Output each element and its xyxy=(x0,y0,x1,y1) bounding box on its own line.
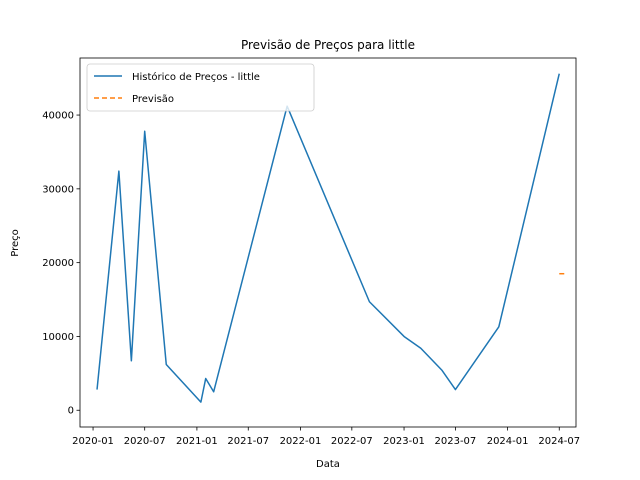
y-tick-label-3: 30000 xyxy=(42,184,74,195)
legend-box xyxy=(86,63,315,112)
legend-label-history: Histórico de Preços - little xyxy=(132,71,260,83)
x-tick-label-6: 2023-01 xyxy=(383,436,425,447)
x-tick-label-7: 2023-07 xyxy=(435,436,477,447)
y-tick-label-4: 40000 xyxy=(42,111,74,122)
y-tick-label-1: 10000 xyxy=(42,332,74,343)
legend-label-forecast: Previsão xyxy=(132,94,174,105)
x-tick-label-8: 2024-01 xyxy=(487,436,529,447)
series-layer xyxy=(96,73,567,403)
plot-area: 2020-01 2020-07 2021-01 2021-07 2022-01 2022-… xyxy=(42,57,580,447)
y-axis: 0 10000 20000 30000 40000 xyxy=(42,111,80,417)
x-axis: 2020-01 2020-07 2021-01 2021-07 2022-01 2022-… xyxy=(72,427,580,447)
plot-frame xyxy=(79,57,577,428)
x-axis-label: Data xyxy=(316,459,340,470)
series-line-0 xyxy=(96,73,560,403)
y-axis-label: Preço xyxy=(10,229,21,257)
y-tick-label-2: 20000 xyxy=(42,258,74,269)
chart-title: Previsão de Preços para little xyxy=(241,38,415,52)
x-tick-label-9: 2024-07 xyxy=(538,436,580,447)
x-tick-label-1: 2020-07 xyxy=(124,436,166,447)
x-tick-label-0: 2020-01 xyxy=(72,436,114,447)
x-tick-label-4: 2022-01 xyxy=(280,436,322,447)
x-tick-label-5: 2022-07 xyxy=(331,436,373,447)
y-tick-label-0: 0 xyxy=(68,406,74,417)
legend: Histórico de Preços - little Previsão xyxy=(86,63,315,112)
x-tick-label-3: 2021-07 xyxy=(227,436,269,447)
x-tick-label-2: 2021-01 xyxy=(176,436,218,447)
